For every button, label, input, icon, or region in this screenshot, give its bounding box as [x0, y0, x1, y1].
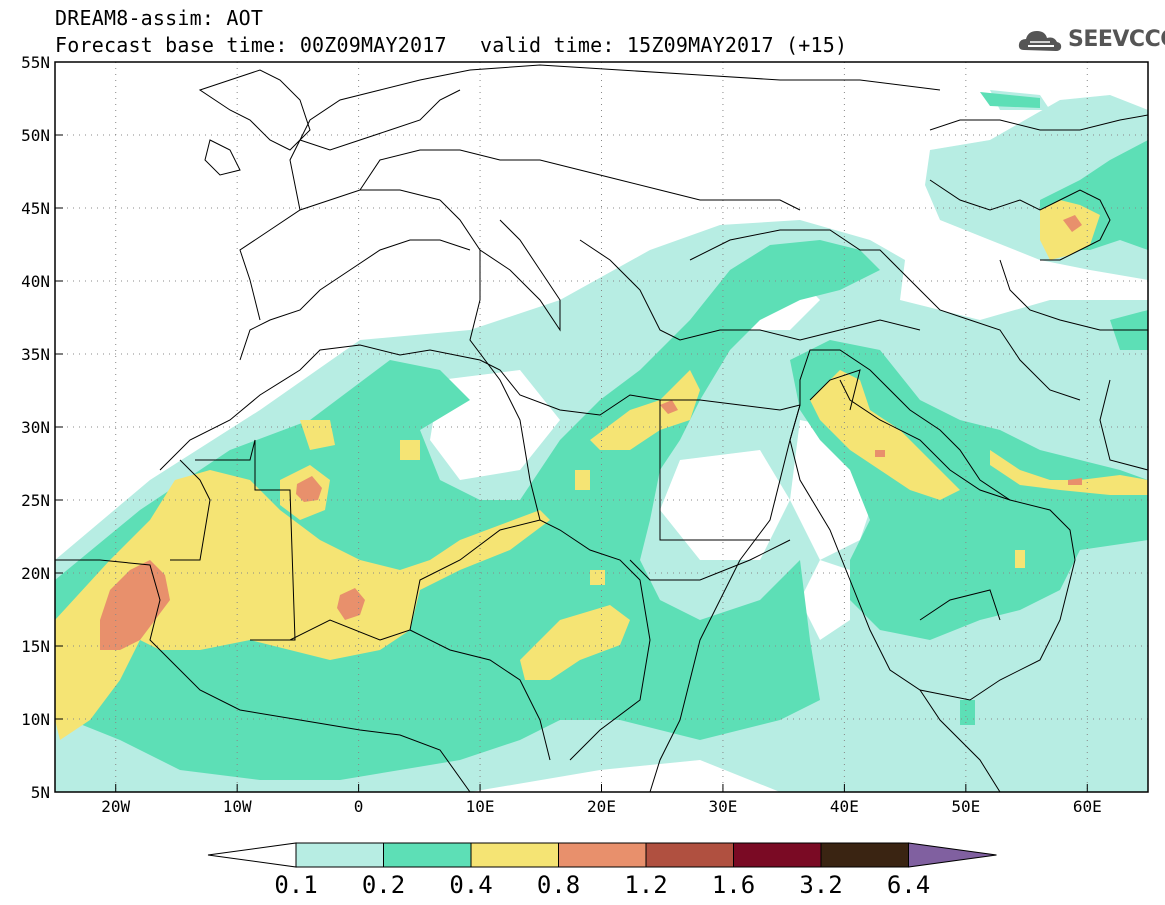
colorbar-segment [470, 842, 559, 868]
lon-label: 20W [101, 797, 130, 816]
lat-label: 25N [21, 491, 50, 510]
colorbar-segment [820, 842, 909, 868]
longitude-labels: 20W 10W 0 10E 20E 30E 40E 50E 60E [101, 797, 1101, 816]
colorbar-label: 0.4 [449, 871, 492, 899]
lon-label: 40E [830, 797, 859, 816]
lon-label: 10W [223, 797, 252, 816]
map-frame [54, 61, 1149, 793]
colorbar: 0.1 0.2 0.4 0.8 1.2 1.6 3.2 6.4 [207, 842, 997, 899]
lon-label: 30E [708, 797, 737, 816]
forecast-times: Forecast base time: 00Z09MAY2017 valid ti… [55, 33, 847, 57]
colorbar-segment [645, 842, 734, 868]
colorbar-label: 1.6 [712, 871, 755, 899]
colorbar-label: 3.2 [799, 871, 842, 899]
lat-label: 15N [21, 637, 50, 656]
lat-label: 55N [21, 53, 50, 72]
colorbar-under-triangle [207, 842, 297, 868]
lat-label: 10N [21, 710, 50, 729]
colorbar-segment [558, 842, 647, 868]
base-time: Forecast base time: 00Z09MAY2017 [55, 33, 447, 57]
lon-label: 0 [354, 797, 364, 816]
lat-label: 45N [21, 199, 50, 218]
valid-time: valid time: 15Z09MAY2017 (+15) [480, 33, 848, 57]
lon-label: 20E [587, 797, 616, 816]
colorbar-label: 6.4 [887, 871, 930, 899]
lon-label: 60E [1073, 797, 1102, 816]
colorbar-label: 0.1 [274, 871, 317, 899]
map-title: DREAM8-assim: AOT [55, 6, 264, 30]
lat-label: 40N [21, 272, 50, 291]
colorbar-segment [383, 842, 472, 868]
colorbar-label: 1.2 [624, 871, 667, 899]
lat-label: 35N [21, 345, 50, 364]
cloud-icon [1018, 31, 1062, 51]
lon-label: 50E [951, 797, 980, 816]
lat-label: 30N [21, 418, 50, 437]
lat-label: 5N [31, 783, 50, 802]
seevccc-logo: SEEVCCC [1016, 24, 1165, 56]
lon-label: 10E [466, 797, 495, 816]
colorbar-segment [733, 842, 822, 868]
gridlines [55, 61, 1148, 793]
colorbar-segment [295, 842, 384, 868]
lat-label: 20N [21, 564, 50, 583]
colorbar-over-triangle [908, 842, 997, 868]
logo-text: SEEVCCC [1068, 27, 1165, 52]
coastlines-borders [55, 64, 1148, 792]
latitude-labels: 55N 50N 45N 40N 35N 30N 25N 20N 15N 10N 5N [21, 53, 50, 802]
lat-label: 50N [21, 126, 50, 145]
colorbar-label: 0.8 [537, 871, 580, 899]
colorbar-label: 0.2 [362, 871, 405, 899]
